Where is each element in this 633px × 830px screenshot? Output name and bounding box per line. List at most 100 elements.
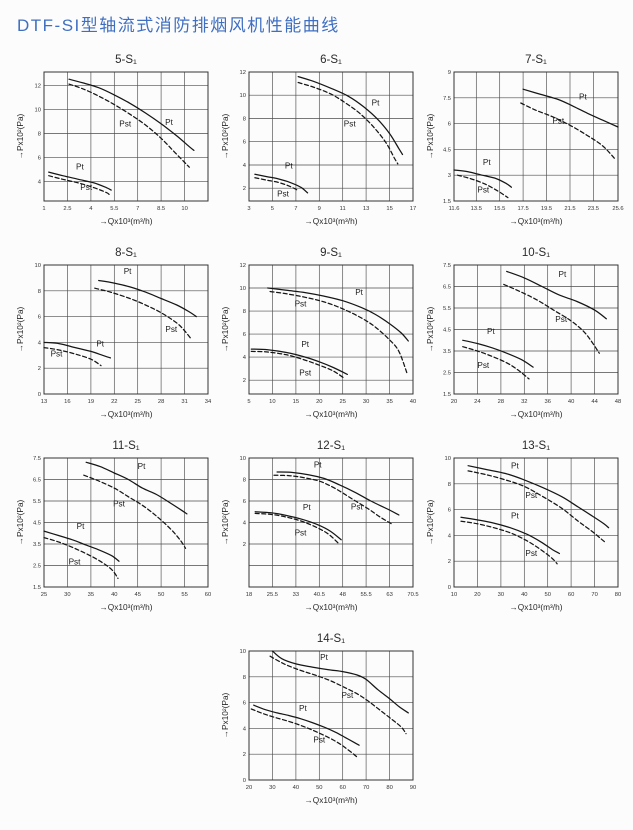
curve-label-pt-high: Pt [138, 462, 146, 471]
performance-curve-chart: 11-S₁ 25 30 35 40 45 50 55 60 1.5 2.5 3.5 4.5 5.5 6.5 7… [15, 440, 211, 612]
chart-5-s1: 5-S₁ 1 2.5 4 5.5 7 8.5 10 4 6 8 10 12 →Qx10³(m³/h) →Px… [14, 49, 219, 239]
curve-pst-high [467, 470, 607, 544]
svg-text:5: 5 [247, 399, 250, 405]
svg-text:15: 15 [386, 206, 392, 212]
y-axis-label: →Px10²(Pa) [220, 499, 230, 545]
svg-text:6: 6 [38, 315, 41, 321]
curve-pst-high [269, 655, 407, 735]
svg-text:55: 55 [181, 592, 187, 598]
svg-text:4: 4 [243, 163, 247, 169]
svg-text:4.5: 4.5 [33, 521, 41, 527]
svg-text:6: 6 [243, 701, 246, 707]
svg-text:19: 19 [88, 399, 94, 405]
chart-title: 6-S₁ [320, 54, 342, 66]
plot-border [43, 264, 209, 395]
svg-text:6.5: 6.5 [443, 285, 451, 291]
y-axis-label: →Px10²(Pa) [425, 499, 435, 545]
curves: Pt Pst Pt Pst [254, 75, 404, 198]
chart-title: 12-S₁ [317, 440, 345, 452]
plot-border [248, 650, 414, 781]
svg-text:3: 3 [247, 206, 250, 212]
curve-label-pt-high: Pt [314, 461, 322, 470]
chart-9-s1: 9-S₁ 5 10 15 20 25 30 35 40 2 4 6 8 10 12 →Qx10³(m³/h) →… [219, 242, 424, 432]
curve-label-pst-high: Pst [552, 117, 565, 126]
svg-text:70: 70 [591, 592, 597, 598]
curve-label-pt-low: Pt [76, 163, 84, 172]
y-tick-labels: 1.5 3 4.5 6 7.5 9 [443, 70, 451, 205]
performance-curve-chart: 5-S₁ 1 2.5 4 5.5 7 8.5 10 4 6 8 10 12 →Qx10³(m³/h) →Px… [15, 54, 209, 226]
svg-text:10: 10 [35, 107, 41, 113]
curve-label-pst-high: Pst [113, 499, 126, 508]
svg-text:4: 4 [448, 533, 452, 539]
curve-label-pst-high: Pst [295, 300, 308, 309]
curve-pst-low [48, 175, 111, 196]
svg-text:10: 10 [269, 399, 275, 405]
plot-grid [454, 458, 618, 587]
curve-label-pt-high: Pt [559, 270, 567, 279]
x-tick-labels: 18 25.5 33 40.5 48 55.5 63 70.5 [246, 592, 419, 598]
svg-text:6.5: 6.5 [33, 478, 41, 484]
chart-13-s1: 13-S₁ 10 20 30 40 50 60 70 80 0 2 4 6 8 10 →Qx10³(m³/h)… [424, 435, 629, 625]
svg-text:30: 30 [363, 399, 369, 405]
svg-text:55.5: 55.5 [360, 592, 371, 598]
svg-text:22: 22 [111, 399, 117, 405]
chart-title: 7-S₁ [525, 54, 547, 66]
svg-text:35: 35 [386, 399, 392, 405]
curve-pt-low [254, 173, 309, 194]
performance-curve-chart: 12-S₁ 18 25.5 33 40.5 48 55.5 63 70.5 2 4 6 8 10 →Qx10… [220, 440, 419, 612]
x-axis-label: →Qx10³(m³/h) [304, 602, 357, 612]
curve-pt-high [467, 465, 610, 529]
svg-text:70: 70 [363, 785, 369, 791]
svg-text:4.5: 4.5 [443, 147, 451, 153]
svg-text:20: 20 [246, 785, 252, 791]
svg-text:40: 40 [568, 399, 574, 405]
curve-pst-low [250, 350, 345, 379]
svg-text:10: 10 [240, 456, 246, 462]
curve-pt-high [267, 287, 409, 342]
chart-title: 14-S₁ [317, 633, 345, 645]
curve-label-pt-high: Pt [320, 653, 328, 662]
svg-text:25: 25 [41, 592, 47, 598]
svg-text:48: 48 [615, 399, 621, 405]
svg-text:21.5: 21.5 [564, 206, 575, 212]
chart-12-s1: 12-S₁ 18 25.5 33 40.5 48 55.5 63 70.5 2 4 6 8 10 →Qx10… [219, 435, 424, 625]
svg-text:18: 18 [246, 592, 252, 598]
x-axis-label: →Qx10³(m³/h) [509, 409, 562, 419]
svg-text:4: 4 [89, 206, 93, 212]
chart-title: 11-S₁ [112, 440, 139, 452]
curve-pst-low [462, 346, 530, 380]
curve-label-pt-low: Pt [483, 158, 491, 167]
charts-grid: 5-S₁ 1 2.5 4 5.5 7 8.5 10 4 6 8 10 12 →Qx10³(m³/h) →Px… [0, 49, 633, 818]
y-tick-labels: 2 4 6 8 10 12 [240, 263, 247, 384]
y-axis-label: →Px10²(Pa) [15, 306, 25, 352]
y-axis-label: →Px10²(Pa) [425, 113, 435, 159]
plot-border [248, 264, 414, 395]
chart-title: 13-S₁ [522, 440, 550, 452]
curve-pst-high [297, 81, 399, 165]
svg-text:6: 6 [243, 499, 246, 505]
curve-label-pst-high: Pst [344, 120, 357, 129]
x-tick-labels: 3 5 7 9 11 13 15 17 [247, 206, 416, 212]
performance-curve-chart: 13-S₁ 10 20 30 40 50 60 70 80 0 2 4 6 8 10 →Qx10³(m³/h)… [425, 440, 621, 612]
svg-text:11: 11 [340, 206, 346, 212]
svg-text:60: 60 [205, 592, 211, 598]
plot-border [248, 71, 414, 202]
svg-text:2: 2 [243, 378, 246, 384]
svg-text:8: 8 [38, 132, 41, 138]
performance-curve-chart: 6-S₁ 3 5 7 9 11 13 15 17 2 4 6 8 10 12 →Qx10³(m³/h) →Px1… [220, 54, 416, 226]
svg-text:2: 2 [243, 542, 246, 548]
curve-label-pst-low: Pst [69, 557, 82, 566]
y-axis-label: →Px10²(Pa) [220, 306, 230, 352]
svg-text:8: 8 [243, 309, 246, 315]
svg-text:2.5: 2.5 [33, 564, 41, 570]
performance-curve-chart: 8-S₁ 13 16 19 22 25 28 31 34 0 2 4 6 8 10 →Qx10³(m³/h) →… [15, 247, 212, 419]
svg-text:8: 8 [243, 675, 246, 681]
curve-label-pst-low: Pst [525, 549, 538, 558]
plot-border [248, 457, 414, 588]
curve-pst-low [43, 346, 102, 367]
svg-text:1.5: 1.5 [443, 199, 451, 205]
curve-label-pt-high: Pt [124, 267, 132, 276]
curve-label-pst-high: Pst [341, 691, 354, 700]
plot-grid [44, 458, 208, 587]
curve-pt-low [43, 341, 112, 359]
